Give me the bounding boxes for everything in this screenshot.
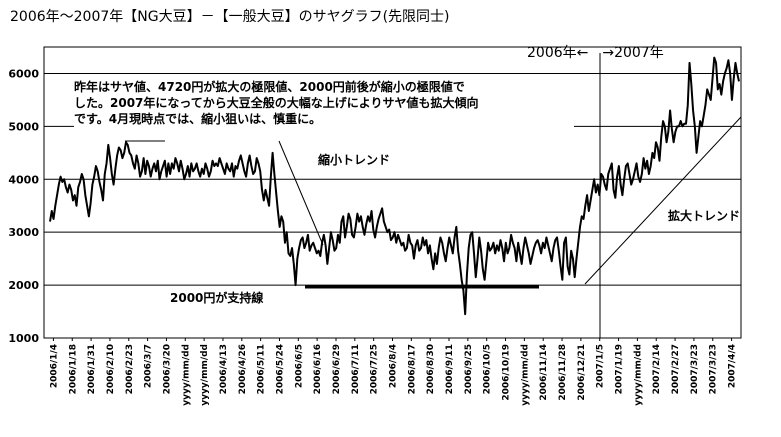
- x-tick-label: 2007/2/14: [652, 344, 662, 394]
- expand-trend-label: 拡大トレンド: [668, 208, 740, 223]
- x-tick-label: 2007/3/23: [709, 344, 719, 394]
- x-tick-label: 2007/1/5: [596, 344, 606, 388]
- y-tick-label: 5000: [8, 120, 39, 133]
- chart-title: 2006年～2007年【NG大豆】－【一般大豆】のサヤグラフ(先限同士): [10, 9, 450, 25]
- y-tick-label: 1000: [8, 332, 39, 345]
- x-axis-ticks: 2006/1/4 2006/1/18 2006/1/31 2006/2/10 2006/…: [49, 338, 738, 406]
- x-tick-label: 2006/11/14: [539, 344, 549, 401]
- x-tick-label: 2006/7/25: [370, 344, 380, 394]
- x-tick-label: 2006/8/4: [389, 344, 399, 388]
- support-line-label: 2000円が支持線: [170, 290, 263, 305]
- x-tick-label: 2006/10/5: [483, 344, 493, 394]
- x-tick-label: 2006/2/10: [106, 344, 116, 394]
- x-tick-label: 2006/11/28: [558, 344, 568, 401]
- y-axis-ticks: 1000 2000 3000 4000 5000 6000: [8, 67, 39, 345]
- expand-trend-line: [584, 116, 742, 285]
- x-tick-label: 2006/6/5: [294, 344, 304, 388]
- series-line: [49, 56, 740, 316]
- x-tick-label: 2006/8/17: [407, 344, 417, 394]
- x-tick-label: yyyy/mm/dd: [633, 344, 643, 406]
- x-tick-label: 2006/7/11: [351, 344, 361, 394]
- x-tick-label: 2006/5/11: [257, 344, 267, 394]
- note-line-1: 昨年はサヤ値、4720円が拡大の極限値、2000円前後が縮小の極限値で: [74, 80, 465, 94]
- x-tick-label: 2006/3/7: [144, 344, 154, 388]
- y-tick-label: 2000: [8, 279, 39, 292]
- x-tick-label: 2006/1/18: [68, 344, 78, 394]
- x-tick-label: 2006/12/21: [577, 344, 587, 401]
- x-tick-label: 2007/2/27: [671, 344, 681, 394]
- x-tick-label: 2006/6/29: [332, 344, 342, 394]
- x-tick-label: 2007/1/19: [615, 344, 625, 394]
- x-tick-label: 2007/4/4: [728, 344, 738, 388]
- x-tick-label: yyyy/mm/dd: [520, 344, 530, 406]
- x-tick-label: 2006/4/13: [219, 344, 229, 394]
- series-line-group: [49, 56, 740, 316]
- y-tick-label: 6000: [8, 67, 39, 80]
- x-tick-label: yyyy/mm/dd: [181, 344, 191, 406]
- x-tick-label: 2006/9/11: [445, 344, 455, 394]
- note-line-3: です。4月現時点では、縮小狙いは、慎重に。: [74, 112, 322, 126]
- shrink-trend-line: [278, 140, 324, 246]
- x-tick-label: 2006/9/25: [464, 344, 474, 394]
- x-tick-label: yyyy/mm/dd: [200, 344, 210, 406]
- x-tick-label: 2006/8/30: [426, 344, 436, 394]
- shrink-trend-label: 縮小トレンド: [318, 152, 390, 167]
- y-tick-label: 3000: [8, 226, 39, 239]
- x-tick-label: 2006/10/19: [502, 344, 512, 401]
- x-tick-label: 2006/3/20: [162, 344, 172, 394]
- x-tick-label: 2006/1/4: [49, 344, 59, 388]
- x-tick-label: 2006/6/16: [313, 344, 323, 394]
- year-divider-label: 2006年← →2007年: [527, 45, 664, 61]
- x-tick-label: 2007/3/23: [690, 344, 700, 394]
- x-tick-label: 2006/4/26: [238, 344, 248, 394]
- x-tick-label: 2006/2/23: [125, 344, 135, 394]
- chart-note: 昨年はサヤ値、4720円が拡大の極限値、2000円前後が縮小の極限値で した。2…: [74, 79, 574, 127]
- x-tick-label: 2006/1/31: [87, 344, 97, 394]
- x-tick-label: 2006/5/24: [275, 344, 285, 394]
- y-tick-label: 4000: [8, 173, 39, 186]
- note-line-2: した。2007年になってから大豆全般の大幅な上げによりサヤ値も拡大傾向: [74, 96, 479, 110]
- plot-area-frame: [43, 46, 742, 339]
